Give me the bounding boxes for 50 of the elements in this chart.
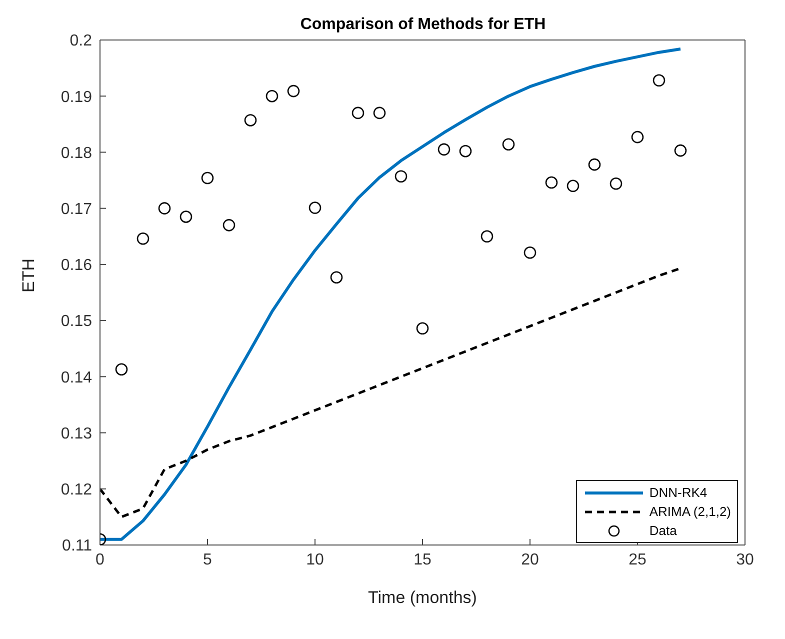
point xyxy=(308,202,322,214)
y-tick-label: 0.12 xyxy=(60,482,92,499)
x-tick-label: 15 xyxy=(414,551,432,568)
x-tick-label: 25 xyxy=(628,551,646,568)
x-axis-title: Time (months) xyxy=(368,588,477,607)
legend-label: ARIMA (2,1,2) xyxy=(649,504,731,519)
point xyxy=(373,106,386,120)
point xyxy=(524,246,536,259)
point xyxy=(459,144,472,158)
point xyxy=(545,176,558,189)
x-tick-label: 0 xyxy=(96,551,105,568)
point xyxy=(674,144,687,157)
point xyxy=(438,143,450,156)
point xyxy=(352,106,364,120)
legend-label: DNN-RK4 xyxy=(649,485,708,500)
point xyxy=(330,271,343,284)
y-axis-title: ETH xyxy=(19,258,38,292)
y-tick-label: 0.15 xyxy=(60,313,92,330)
legend-label: Data xyxy=(649,523,677,538)
x-tick-label: 20 xyxy=(521,551,539,568)
point xyxy=(394,170,408,182)
point xyxy=(566,180,580,192)
y-tick-label: 0.13 xyxy=(60,425,92,442)
point xyxy=(115,363,128,376)
y-tick-label: 0.19 xyxy=(60,88,92,106)
point xyxy=(222,219,236,232)
y-tick-label: 0.18 xyxy=(60,144,92,162)
x-tick-label: 30 xyxy=(736,551,754,568)
point xyxy=(588,158,601,171)
point xyxy=(201,172,214,184)
point xyxy=(416,322,429,335)
point xyxy=(610,177,622,190)
y-tick-label: 0.17 xyxy=(60,201,92,218)
point xyxy=(287,84,300,98)
point xyxy=(502,138,515,151)
y-tick-label: 0.16 xyxy=(60,257,92,274)
y-tick-label: 0.14 xyxy=(60,369,92,386)
x-tick-label: 5 xyxy=(203,551,212,568)
point xyxy=(136,232,150,245)
point xyxy=(480,230,494,243)
point xyxy=(652,74,666,87)
point xyxy=(180,210,192,223)
point xyxy=(266,90,278,102)
x-tick-label: 10 xyxy=(306,551,324,568)
y-tick-label: 0.11 xyxy=(62,538,92,555)
point xyxy=(244,114,257,126)
y-tick-label: 0.2 xyxy=(70,32,92,50)
chart-title: Comparison of Methods for ETH xyxy=(299,16,547,34)
point xyxy=(631,130,644,144)
point xyxy=(158,202,171,214)
